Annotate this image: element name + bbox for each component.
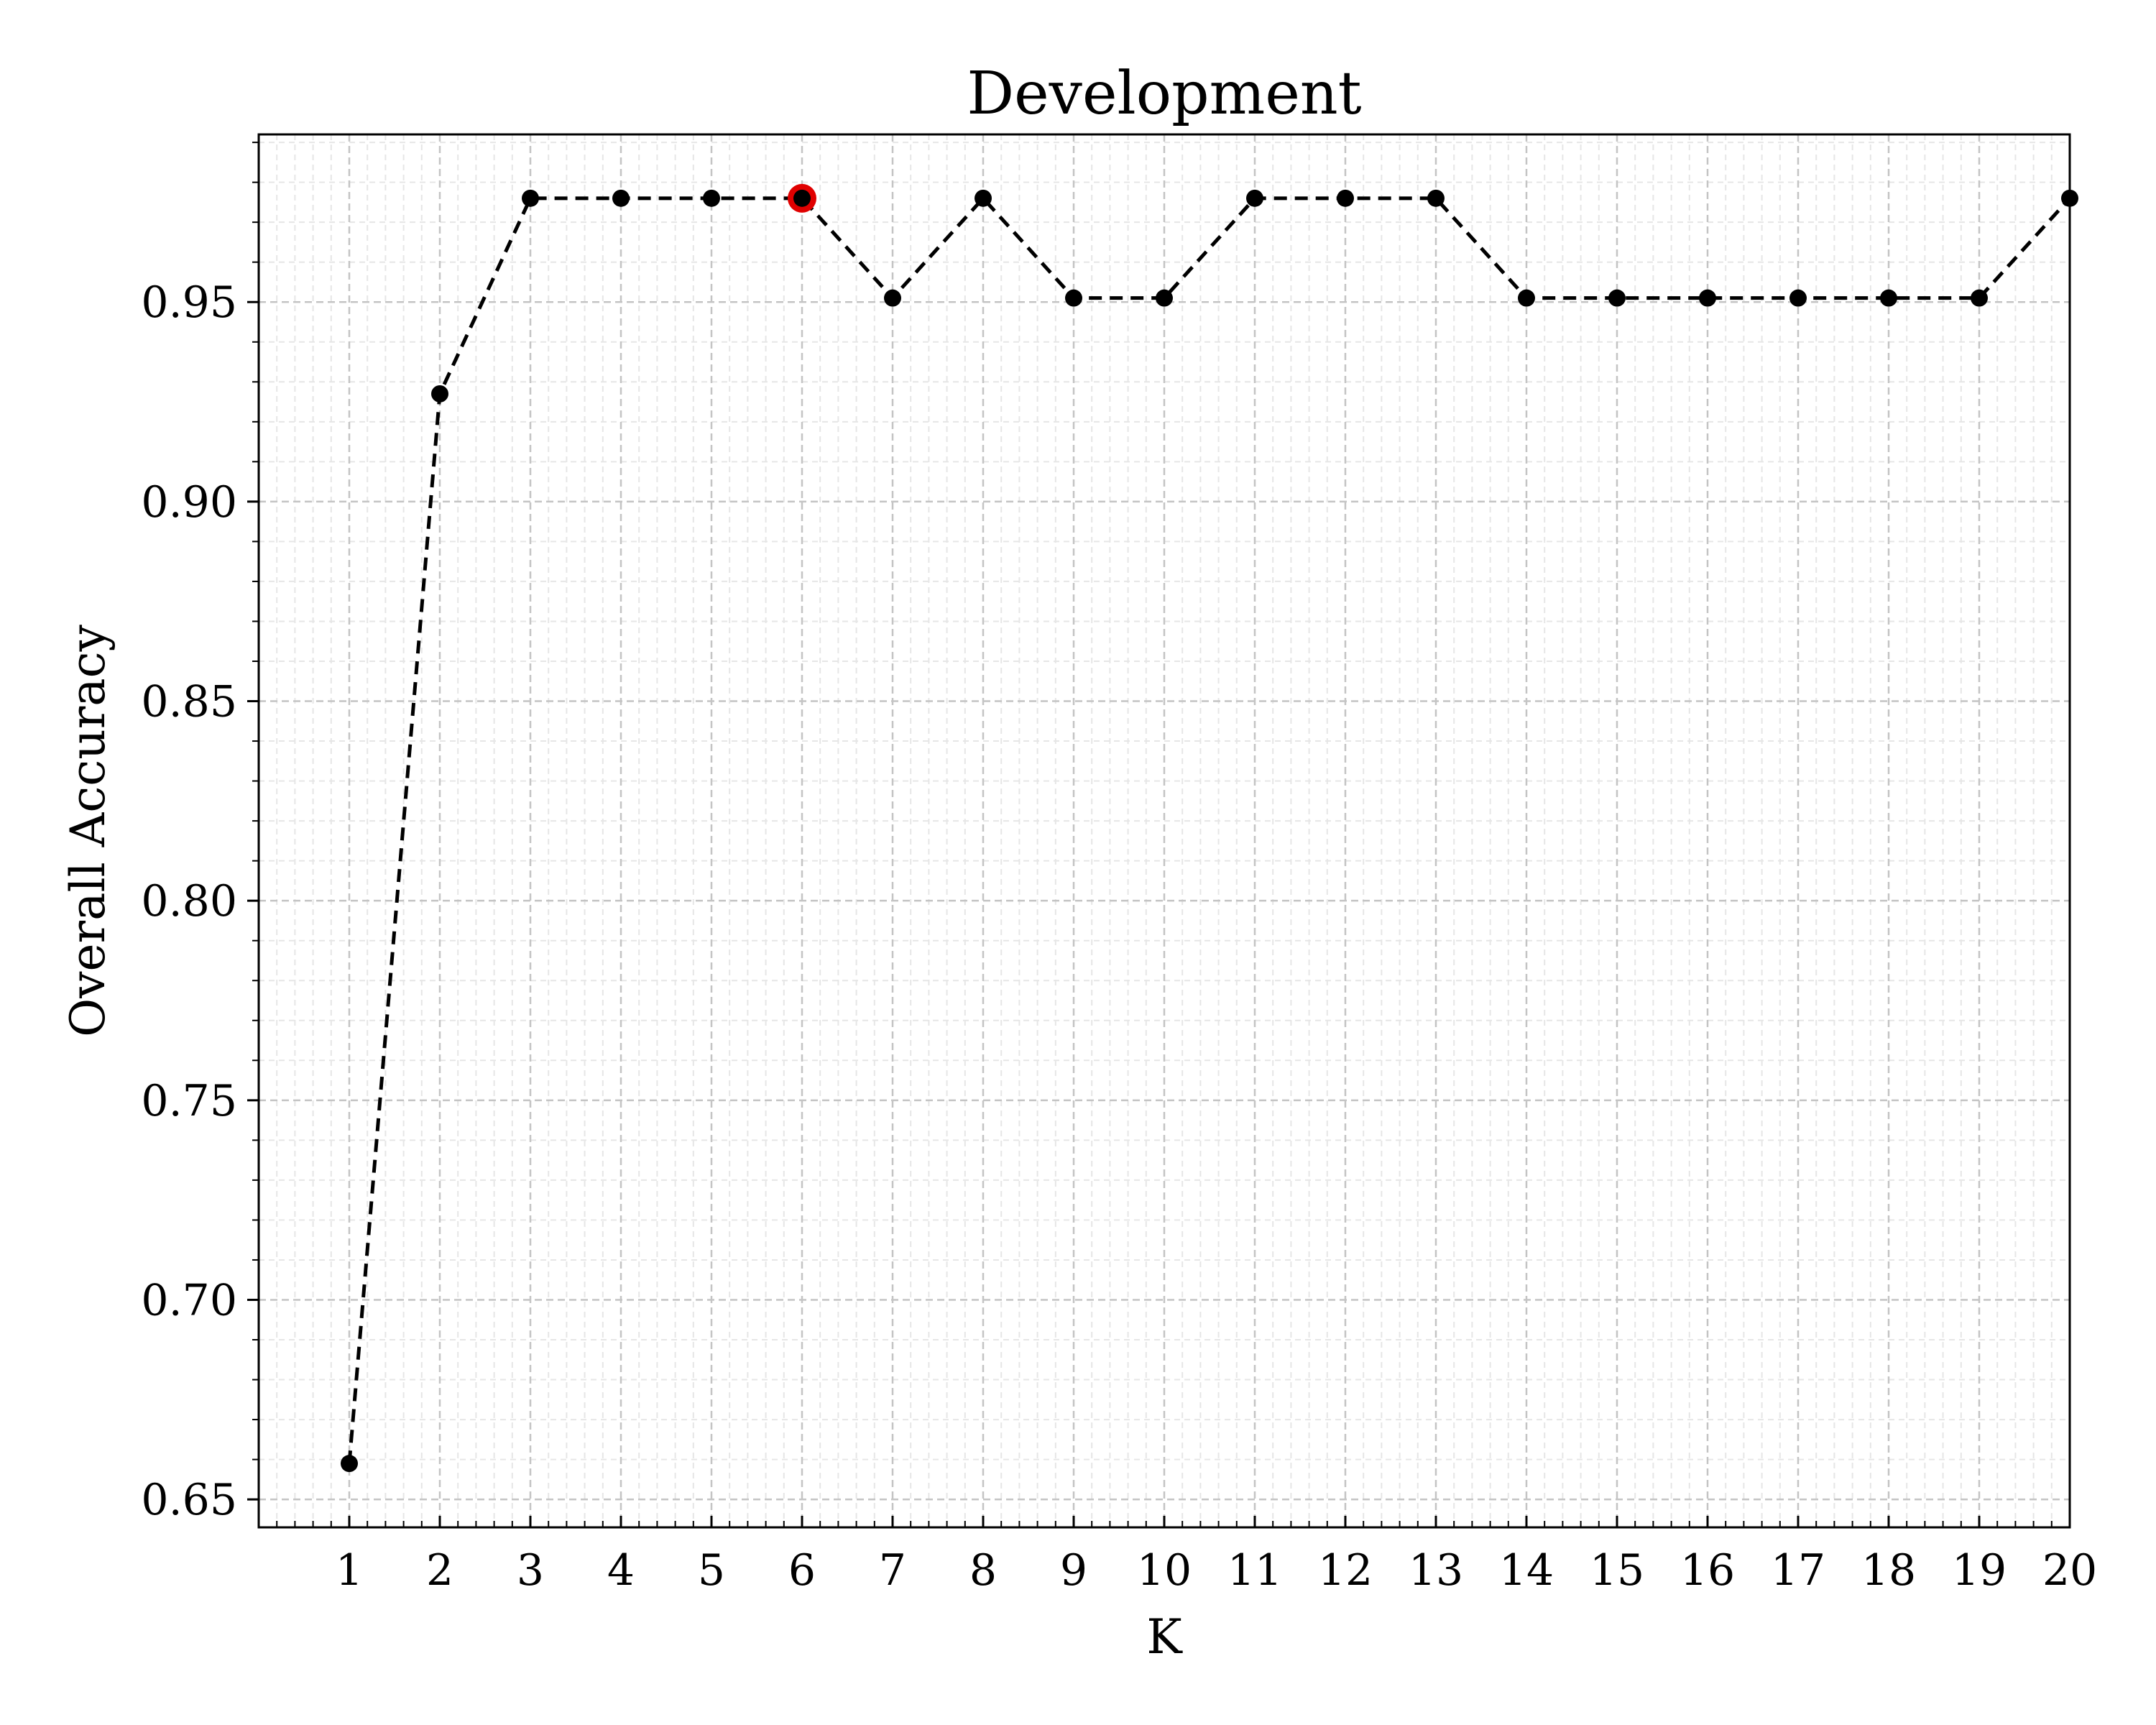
x-tick-label: 9: [1060, 1545, 1087, 1596]
x-tick-label: 4: [607, 1545, 635, 1596]
data-point: [1789, 289, 1807, 307]
x-tick-label: 20: [2042, 1545, 2097, 1596]
data-point: [703, 189, 720, 207]
y-tick-label: 0.80: [141, 876, 237, 926]
x-tick-label: 5: [698, 1545, 725, 1596]
x-tick-label: 16: [1680, 1545, 1735, 1596]
y-tick-labels: 0.65 0.70 0.75 0.80 0.85 0.90 0.95: [141, 277, 237, 1525]
x-tick-label: 15: [1590, 1545, 1644, 1596]
x-tick-label: 8: [969, 1545, 997, 1596]
x-tick-label: 6: [788, 1545, 816, 1596]
data-point: [1971, 289, 1988, 307]
x-tick-label: 17: [1771, 1545, 1825, 1596]
data-point: [522, 189, 539, 207]
chart-title: Development: [967, 60, 1361, 128]
x-tick-label: 13: [1409, 1545, 1463, 1596]
x-tick-label: 1: [336, 1545, 363, 1596]
x-tick-label: 18: [1861, 1545, 1916, 1596]
x-tick-label: 14: [1499, 1545, 1554, 1596]
data-point: [1156, 289, 1173, 307]
x-tick-label: 7: [879, 1545, 906, 1596]
data-point: [975, 189, 992, 207]
data-point: [1518, 289, 1535, 307]
data-point: [1337, 189, 1354, 207]
x-tick-label: 10: [1137, 1545, 1192, 1596]
x-tick-labels: 1 2 3 4 5 6 7 8 9 10 11 12 13 14 15 16 17 18 19 20: [336, 1545, 2097, 1596]
data-point: [884, 289, 901, 307]
data-point: [1699, 289, 1716, 307]
data-point: [1065, 289, 1082, 307]
y-tick-label: 0.75: [141, 1076, 237, 1126]
data-point: [612, 189, 630, 207]
y-tick-label: 0.70: [141, 1275, 237, 1325]
series-line: [347, 196, 2071, 1464]
x-tick-label: 2: [426, 1545, 453, 1596]
data-point: [431, 385, 448, 402]
x-tick-label: 19: [1952, 1545, 2007, 1596]
y-tick-label: 0.95: [141, 277, 237, 328]
data-points: [341, 189, 2078, 1473]
y-tick-label: 0.90: [141, 477, 237, 528]
data-point: [2061, 189, 2078, 207]
data-point: [1246, 189, 1263, 207]
data-point: [1608, 289, 1626, 307]
y-axis-label: Overall Accuracy: [60, 624, 116, 1037]
data-point: [341, 1455, 358, 1473]
y-tick-label: 0.85: [141, 677, 237, 727]
major-grid: [259, 134, 2071, 1527]
x-tick-label: 11: [1227, 1545, 1282, 1596]
x-tick-label: 3: [517, 1545, 544, 1596]
data-point: [1427, 189, 1445, 207]
data-point: [1880, 289, 1897, 307]
data-point: [793, 189, 811, 207]
y-tick-label: 0.65: [141, 1475, 237, 1525]
axis-ticks: [247, 142, 2071, 1527]
minor-grid: [259, 134, 2070, 1527]
x-tick-label: 12: [1318, 1545, 1373, 1596]
x-axis-label: K: [1146, 1609, 1183, 1665]
